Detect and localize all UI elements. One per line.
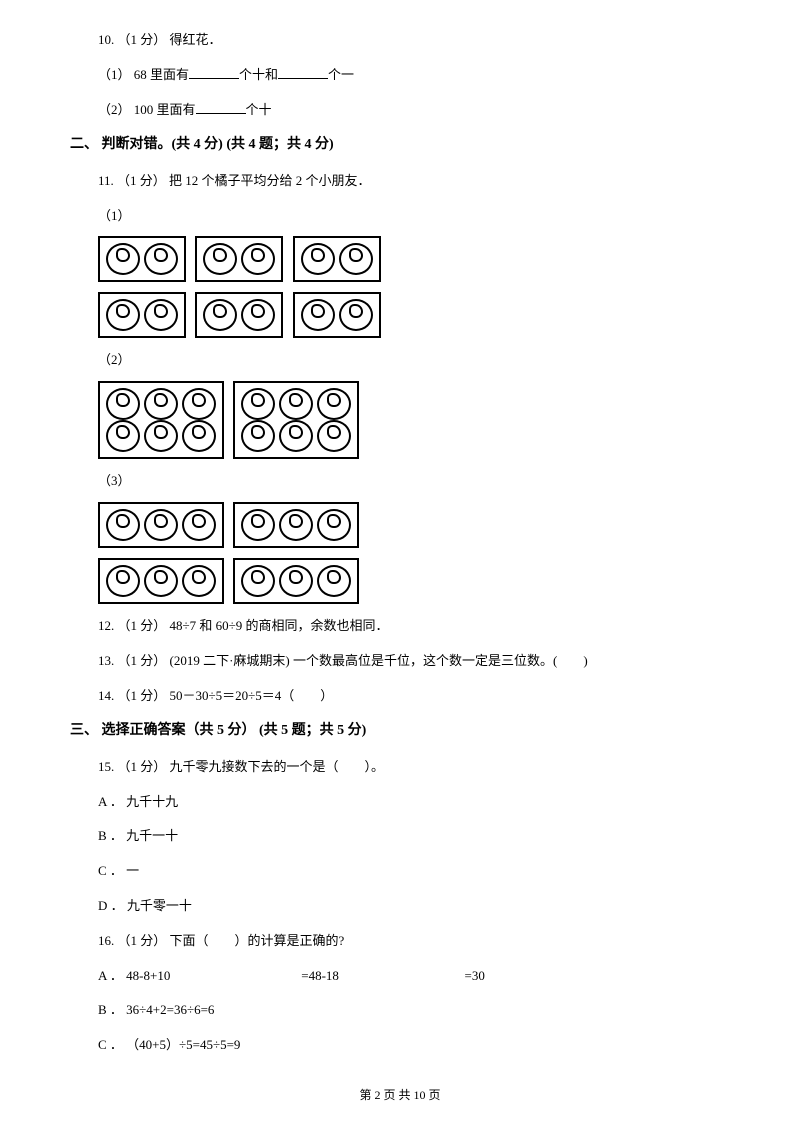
q10-sub1-b: 个十和 xyxy=(239,67,278,82)
orange-icon xyxy=(317,388,351,420)
orange-icon xyxy=(144,565,178,597)
q12: 12. （1 分） 48÷7 和 60÷9 的商相同，余数也相同． xyxy=(70,616,730,637)
q10-sub2-b: 个十 xyxy=(246,102,272,117)
orange-icon xyxy=(144,509,178,541)
fruit-box xyxy=(293,292,381,338)
section-2-heading: 二、 判断对错。(共 4 分) (共 4 题；共 4 分) xyxy=(70,134,730,156)
orange-icon xyxy=(241,299,275,331)
orange-icon xyxy=(106,509,140,541)
orange-icon xyxy=(106,388,140,420)
fruit-box xyxy=(195,236,283,282)
orange-icon xyxy=(339,243,373,275)
orange-icon xyxy=(144,388,178,420)
q11-s1-label: （1） xyxy=(98,206,730,227)
q10-sub1: （1） 68 里面有 个十和 个一 xyxy=(70,65,730,86)
fruit-box xyxy=(233,502,359,548)
q11-s3-figure xyxy=(98,500,730,606)
fruit-box xyxy=(233,381,359,459)
q15-header: 15. （1 分） 九千零九接数下去的一个是（ ）。 xyxy=(70,757,730,778)
orange-icon xyxy=(241,420,275,452)
orange-icon xyxy=(182,509,216,541)
orange-icon xyxy=(144,299,178,331)
orange-icon xyxy=(203,299,237,331)
orange-icon xyxy=(144,243,178,275)
q16-opt-b[interactable]: B ． 36÷4+2=36÷6=6 xyxy=(70,1000,730,1021)
q11-s1-figure xyxy=(98,234,730,340)
orange-icon xyxy=(182,565,216,597)
orange-icon xyxy=(106,420,140,452)
section-3-heading: 三、 选择正确答案（共 5 分） (共 5 题；共 5 分) xyxy=(70,720,730,742)
q14: 14. （1 分） 50－30÷5＝20÷5＝4（ ） xyxy=(70,686,730,707)
orange-icon xyxy=(241,509,275,541)
orange-icon xyxy=(241,243,275,275)
orange-icon xyxy=(279,420,313,452)
blank-input[interactable] xyxy=(196,100,246,114)
orange-icon xyxy=(279,509,313,541)
orange-icon xyxy=(241,565,275,597)
orange-icon xyxy=(279,388,313,420)
orange-icon xyxy=(241,388,275,420)
orange-icon xyxy=(317,420,351,452)
q16-header: 16. （1 分） 下面（ ）的计算是正确的? xyxy=(70,931,730,952)
q16-opt-c[interactable]: C ． （40+5）÷5=45÷5=9 xyxy=(70,1035,730,1056)
orange-icon xyxy=(182,420,216,452)
q10-sub1-c: 个一 xyxy=(328,67,354,82)
orange-icon xyxy=(301,243,335,275)
q10-sub2-a: （2） 100 里面有 xyxy=(98,102,196,117)
orange-icon xyxy=(106,299,140,331)
blank-input[interactable] xyxy=(189,65,239,79)
q10-sub1-a: （1） 68 里面有 xyxy=(98,67,189,82)
fruit-box xyxy=(98,502,224,548)
q11-s3-label: （3） xyxy=(98,471,730,492)
orange-icon xyxy=(144,420,178,452)
fruit-box xyxy=(233,558,359,604)
q11-header: 11. （1 分） 把 12 个橘子平均分给 2 个小朋友． xyxy=(70,171,730,192)
q15-opt-b[interactable]: B ． 九千一十 xyxy=(70,826,730,847)
q13: 13. （1 分） (2019 二下·麻城期末) 一个数最高位是千位，这个数一定… xyxy=(70,651,730,672)
q15-opt-a[interactable]: A ． 九千十九 xyxy=(70,792,730,813)
orange-icon xyxy=(317,509,351,541)
orange-icon xyxy=(317,565,351,597)
q16-a3: =30 xyxy=(465,966,485,987)
q15-opt-c[interactable]: C ． 一 xyxy=(70,861,730,882)
blank-input[interactable] xyxy=(278,65,328,79)
fruit-box xyxy=(195,292,283,338)
q10-sub2: （2） 100 里面有 个十 xyxy=(70,100,730,121)
fruit-box xyxy=(98,381,224,459)
orange-icon xyxy=(301,299,335,331)
orange-icon xyxy=(339,299,373,331)
q15-opt-d[interactable]: D ． 九千零一十 xyxy=(70,896,730,917)
orange-icon xyxy=(182,388,216,420)
orange-icon xyxy=(279,565,313,597)
q11-s2-figure xyxy=(98,379,730,461)
q16-a2: =48-18 xyxy=(301,966,461,987)
fruit-box xyxy=(98,236,186,282)
q11-s2-label: （2） xyxy=(98,350,730,371)
orange-icon xyxy=(106,243,140,275)
orange-icon xyxy=(106,565,140,597)
fruit-box xyxy=(98,292,186,338)
q16-opt-a[interactable]: A ． 48-8+10 =48-18 =30 xyxy=(70,966,730,987)
q10-header: 10. （1 分） 得红花． xyxy=(70,30,730,51)
fruit-box xyxy=(98,558,224,604)
page-footer: 第 2 页 共 10 页 xyxy=(0,1086,800,1105)
q16-a1: A ． 48-8+10 xyxy=(98,966,298,987)
fruit-box xyxy=(293,236,381,282)
orange-icon xyxy=(203,243,237,275)
